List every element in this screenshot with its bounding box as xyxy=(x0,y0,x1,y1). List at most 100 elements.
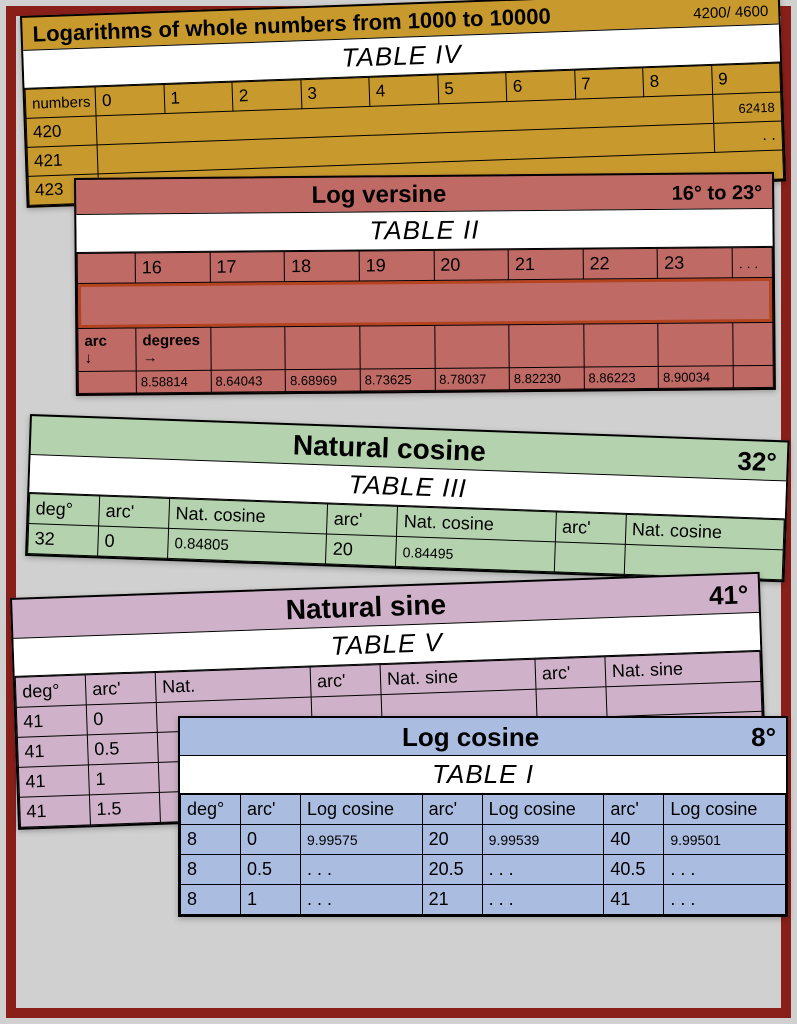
table-i-cell: 20.5 xyxy=(422,855,482,885)
table-ii-title: Log versine xyxy=(86,179,672,212)
table-v-cell: 41 xyxy=(18,765,89,797)
table-v-cell: 41 xyxy=(16,705,87,737)
table-i-cell: 21 xyxy=(422,885,482,915)
table-ii-val: 8.68969 xyxy=(285,369,360,392)
table-iv-frag: 62418 xyxy=(712,92,781,123)
table-iv-col: 1 xyxy=(163,82,232,113)
table-i-cell: 9.99501 xyxy=(664,825,786,855)
table-ii-col: 18 xyxy=(284,251,359,282)
table-ii-col: 19 xyxy=(359,250,434,281)
table-iii-card: Natural cosine 32° TABLE III deg° arc' N… xyxy=(25,414,789,582)
table-iii-cell xyxy=(554,542,625,574)
table-i-cell: . . . xyxy=(664,855,786,885)
table-i-cell: 8 xyxy=(181,825,241,855)
table-i-cell: 1 xyxy=(241,885,301,915)
table-ii-ellipsis: . . . xyxy=(732,247,772,277)
table-iv-col: 3 xyxy=(300,77,369,108)
table-v-cell: 1 xyxy=(88,762,159,794)
table-i-cell: 8 xyxy=(181,885,241,915)
table-i-cell: . . . xyxy=(482,885,604,915)
table-i-cell: 0 xyxy=(241,825,301,855)
table-iv-col: 4 xyxy=(369,75,438,106)
table-iii-cell: 0 xyxy=(98,526,169,558)
table-iii-hdr: arc' xyxy=(327,504,398,536)
table-i-hdr: arc' xyxy=(241,795,301,825)
table-v-cell: 0.5 xyxy=(87,732,158,764)
table-iii-range: 32° xyxy=(737,446,777,478)
table-ii-val: 8.82230 xyxy=(509,367,584,390)
table-v-cell: 1.5 xyxy=(89,792,160,824)
table-iv-colhead: numbers xyxy=(25,87,96,118)
table-v-cell: 41 xyxy=(17,735,88,767)
table-i-cell: . . . xyxy=(482,855,604,885)
table-i-cell: 20 xyxy=(422,825,482,855)
table-i-topbar: Log cosine 8° xyxy=(180,718,786,755)
table-v-cell: 41 xyxy=(19,795,90,827)
table-ii-val: 8.90034 xyxy=(659,366,734,389)
table-i-hdr: Log cosine xyxy=(482,795,604,825)
table-ii-deg-label: degrees → xyxy=(136,327,211,371)
table-ii-card: Log versine 16° to 23° TABLE II 16 17 18… xyxy=(74,172,776,396)
table-v-hdr: deg° xyxy=(15,675,86,707)
table-iv-col: 8 xyxy=(643,65,712,96)
table-ii-val: 8.86223 xyxy=(584,366,659,389)
table-i-cell: 40 xyxy=(604,825,664,855)
table-iii-hdr: deg° xyxy=(29,494,100,526)
table-iv-rownum: 420 xyxy=(26,116,97,147)
table-iv-col: 0 xyxy=(95,85,164,116)
table-ii-col: 20 xyxy=(434,250,509,281)
table-i-grid: deg° arc' Log cosine arc' Log cosine arc… xyxy=(180,794,786,915)
table-iii-hdr: arc' xyxy=(555,512,626,544)
table-iv-frag: . . xyxy=(713,121,782,152)
table-i-hdr: arc' xyxy=(604,795,664,825)
table-iii-cell: 0.84805 xyxy=(168,528,327,564)
table-ii-range: 16° to 23° xyxy=(672,182,763,206)
table-i-title: Log cosine xyxy=(190,722,751,753)
table-i-cell: 9.99539 xyxy=(482,825,604,855)
table-i-cell: 0.5 xyxy=(241,855,301,885)
table-i-cell: 8 xyxy=(181,855,241,885)
table-i-hdr: Log cosine xyxy=(301,795,423,825)
table-iv-col: 2 xyxy=(232,80,301,111)
table-ii-highlight-band xyxy=(78,278,772,328)
table-iii-cell: 32 xyxy=(28,524,99,556)
table-i-hdr: Log cosine xyxy=(664,795,786,825)
table-ii-col: 21 xyxy=(508,249,583,280)
table-v-hdr: arc' xyxy=(535,657,606,689)
table-iii-cell: 20 xyxy=(326,534,397,566)
table-i-hdr: deg° xyxy=(181,795,241,825)
table-iv-range: 4200/ 4600 xyxy=(693,3,769,23)
table-ii-col: 23 xyxy=(658,248,733,279)
table-i-card: Log cosine 8° TABLE I deg° arc' Log cosi… xyxy=(178,716,788,917)
table-i-cell: 9.99575 xyxy=(301,825,423,855)
table-i-label: TABLE I xyxy=(180,755,786,794)
table-iii-cell: 0.84495 xyxy=(396,536,555,572)
table-i-range: 8° xyxy=(751,722,776,753)
table-i-cell: . . . xyxy=(664,885,786,915)
table-ii-col: 22 xyxy=(583,248,658,279)
table-iv-col: 6 xyxy=(506,70,575,101)
table-v-hdr: arc' xyxy=(310,665,381,697)
table-ii-val: 8.73625 xyxy=(360,368,435,391)
table-i-hdr: arc' xyxy=(422,795,482,825)
table-iii-hdr: arc' xyxy=(99,496,170,528)
table-i-cell: 41 xyxy=(604,885,664,915)
table-iv-rownum: 421 xyxy=(27,145,98,176)
table-ii-col: 17 xyxy=(210,252,285,283)
table-v-hdr: arc' xyxy=(85,672,156,704)
table-i-cell: 40.5 xyxy=(604,855,664,885)
table-iv-col: 5 xyxy=(437,73,506,104)
table-ii-col: 16 xyxy=(135,252,210,283)
table-i-cell: . . . xyxy=(301,885,423,915)
table-ii-val: 8.64043 xyxy=(211,370,286,393)
table-ii-label: TABLE II xyxy=(76,208,772,253)
outer-frame: { "frame": { "border_color": "#8a1f1a", … xyxy=(6,6,791,1018)
table-ii-val: 8.58814 xyxy=(136,370,211,393)
table-i-cell: . . . xyxy=(301,855,423,885)
table-iv-col: 7 xyxy=(574,68,643,99)
table-v-cell: 0 xyxy=(86,702,157,734)
table-ii-arc-label: arc ↓ xyxy=(78,328,136,372)
table-ii-val: 8.78037 xyxy=(435,368,510,391)
table-v-range: 41° xyxy=(708,579,748,611)
table-ii-grid: 16 17 18 19 20 21 22 23 . . . arc ↓ degr… xyxy=(77,247,774,394)
